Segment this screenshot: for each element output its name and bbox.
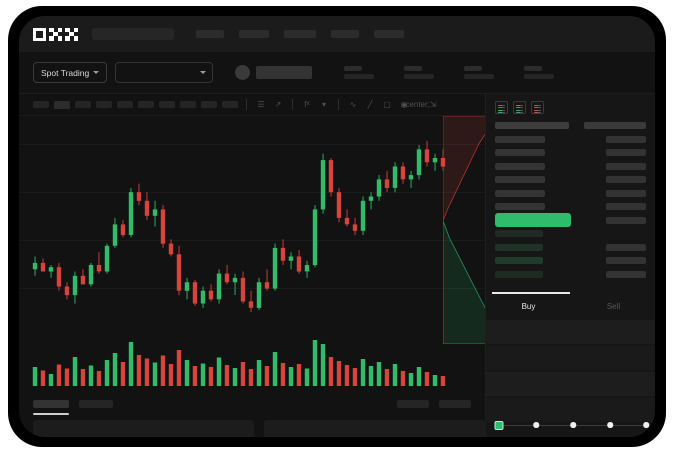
tab-order-history[interactable]: [79, 400, 113, 408]
trading-mode-selector[interactable]: Spot Trading: [33, 62, 108, 83]
field-total[interactable]: [486, 398, 655, 422]
field-order-type[interactable]: [486, 320, 655, 344]
toolbar-divider: [338, 99, 339, 110]
slider-node-25[interactable]: [533, 422, 539, 428]
price-block: [235, 65, 313, 80]
info-card-2[interactable]: [264, 420, 485, 437]
order-book-ask-row[interactable]: [495, 187, 646, 201]
nav-item-2[interactable]: [239, 30, 269, 38]
volume-histogram: [32, 340, 446, 386]
field-price[interactable]: [486, 346, 655, 370]
info-card-1[interactable]: [33, 420, 254, 437]
pair-selector[interactable]: [115, 62, 214, 83]
logo-glyph-x: [65, 27, 79, 41]
market-stats: [344, 66, 555, 79]
active-tab-underline: [33, 413, 69, 415]
slider-node-50[interactable]: [570, 422, 576, 428]
order-book-header: [495, 119, 646, 133]
nav-item-1[interactable]: [196, 30, 224, 38]
candlestick-icon[interactable]: ☰: [257, 99, 265, 109]
stat-24h-volume: [524, 66, 555, 79]
line-chart-icon[interactable]: ↗: [274, 99, 282, 109]
top-header: [19, 16, 655, 52]
camera-icon[interactable]: ▢: [383, 99, 391, 109]
nav-item-5[interactable]: [374, 30, 404, 38]
order-book-bid-row[interactable]: [495, 227, 646, 241]
stat-24h-low: [464, 66, 495, 79]
order-book-bid-row[interactable]: [495, 254, 646, 268]
order-book-ask-row[interactable]: [495, 173, 646, 187]
order-book-rows: [486, 119, 655, 281]
interval-button-3[interactable]: [75, 101, 91, 108]
interval-button-10[interactable]: [222, 101, 238, 108]
tab-open-orders[interactable]: [33, 400, 69, 415]
toolbar-divider: [246, 99, 247, 110]
toolbar-divider: [292, 99, 293, 110]
app-screen: Spot Trading: [19, 16, 655, 437]
tab-buy[interactable]: Buy: [521, 301, 536, 311]
candlestick-series: [32, 140, 446, 313]
last-price-value: [256, 66, 313, 79]
logo-glyph-k: [49, 27, 63, 41]
fullscreen-icon[interactable]: center;⇲: [405, 99, 437, 109]
search-input[interactable]: [92, 28, 174, 40]
order-book-ask-row[interactable]: [495, 200, 646, 214]
action-hide-other-pairs[interactable]: [397, 400, 429, 408]
nav-item-4[interactable]: [331, 30, 359, 38]
action-cancel-all[interactable]: [439, 400, 471, 408]
interval-button-9[interactable]: [201, 101, 217, 108]
sub-header: Spot Trading: [19, 52, 655, 94]
asks-only-icon[interactable]: [531, 101, 544, 114]
orderbook-view-toggles: [486, 94, 655, 119]
settings-icon[interactable]: ◉: [400, 99, 408, 109]
chevron-down-icon: [200, 71, 207, 74]
tablet-device-frame: Spot Trading: [8, 6, 666, 447]
tab-sell[interactable]: Sell: [606, 301, 621, 311]
interval-button-2[interactable]: [54, 100, 70, 109]
coin-avatar: [235, 65, 251, 80]
order-book-panel: Buy Sell: [485, 94, 655, 437]
trade-form-fields: [486, 320, 655, 424]
trading-mode-label: Spot Trading: [41, 67, 90, 78]
order-book-current-price[interactable]: [495, 213, 646, 228]
logo-glyph-o: [33, 27, 46, 41]
trend-line-icon[interactable]: ∿: [349, 99, 357, 109]
order-book-bid-row[interactable]: [495, 268, 646, 282]
measure-icon[interactable]: ╱: [367, 99, 373, 109]
interval-button-1[interactable]: [33, 101, 49, 108]
stat-24h-high: [404, 66, 435, 79]
chevron-down-icon: [93, 71, 100, 74]
chevron-down-icon[interactable]: ▾: [321, 99, 326, 109]
interval-button-4[interactable]: [96, 101, 112, 108]
slider-handle[interactable]: [494, 420, 504, 430]
slider-node-75[interactable]: [607, 422, 613, 428]
header-nav: [196, 30, 404, 38]
order-book-bid-row[interactable]: [495, 241, 646, 255]
bids-only-icon[interactable]: [513, 101, 526, 114]
order-book-ask-row[interactable]: [495, 133, 646, 147]
market-depth-chart: [443, 116, 485, 344]
interval-button-5[interactable]: [117, 101, 133, 108]
okx-logo[interactable]: [33, 27, 79, 41]
order-book-ask-row[interactable]: [495, 160, 646, 174]
split-book-icon[interactable]: [495, 101, 508, 114]
bottom-info-cards: [19, 420, 499, 437]
field-amount[interactable]: [486, 372, 655, 396]
slider-node-100[interactable]: [643, 422, 649, 428]
stat-24h-change: [344, 66, 375, 79]
price-chart-area[interactable]: [19, 116, 485, 391]
interval-button-8[interactable]: [180, 101, 196, 108]
trade-form-tabs: Buy Sell: [486, 294, 655, 318]
order-book-ask-row[interactable]: [495, 146, 646, 160]
interval-button-7[interactable]: [159, 101, 175, 108]
buy-tab-underline: [492, 292, 570, 294]
nav-item-3[interactable]: [284, 30, 316, 38]
amount-percent-slider[interactable]: [494, 419, 649, 431]
orders-tab-bar: [19, 391, 485, 417]
interval-button-6[interactable]: [138, 101, 154, 108]
